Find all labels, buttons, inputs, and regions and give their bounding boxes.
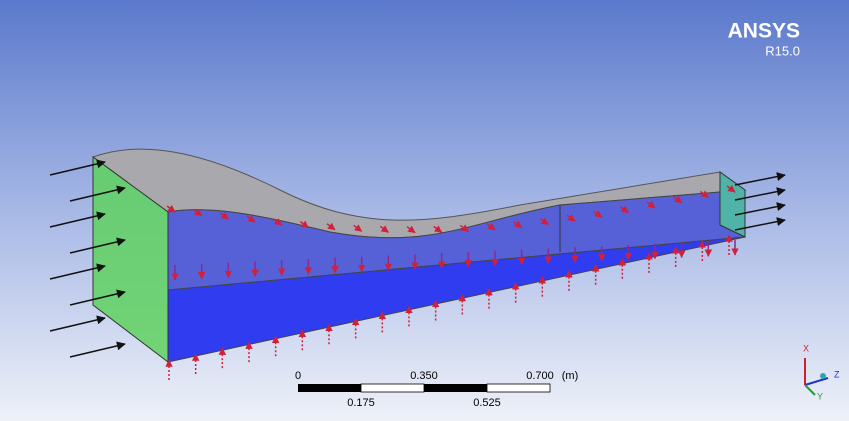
wall-marker — [246, 215, 256, 223]
wall-marker — [299, 220, 309, 229]
wall-marker — [459, 224, 469, 233]
outlet-arrow — [734, 172, 786, 186]
inlet-arrow — [69, 237, 126, 254]
wall-marker — [699, 190, 709, 199]
triad-ball — [820, 373, 826, 379]
scale-segment — [360, 383, 425, 393]
inlet-arrow — [49, 315, 106, 332]
scale-bar: 0 0.350 0.700 (m) 0.175 0.525 — [295, 370, 578, 409]
scale-segment — [298, 384, 361, 392]
wall-marker — [379, 225, 389, 233]
wall-marker — [593, 210, 603, 218]
boundary-arrows — [49, 159, 786, 380]
axis-triad: X Z Y — [803, 343, 840, 401]
scale-label: 0.525 — [473, 397, 501, 409]
inlet-arrow — [69, 289, 126, 306]
wall-marker — [726, 184, 736, 193]
inlet-arrow — [49, 263, 106, 280]
inlet-arrow — [49, 159, 106, 176]
wall-marker — [566, 214, 576, 222]
outlet-arrow — [734, 217, 786, 231]
scale-label: 0 — [295, 370, 301, 382]
logo-name: ANSYS — [728, 20, 800, 43]
wall-marker — [673, 195, 683, 204]
geometry — [91, 148, 747, 364]
scale-label: 0.350 — [410, 370, 438, 382]
inlet-arrow — [69, 185, 126, 202]
wall-marker — [619, 205, 629, 214]
triad-label: Z — [834, 369, 840, 379]
triad-z-axis — [804, 377, 829, 386]
triad-label: X — [803, 343, 809, 353]
wall-marker — [166, 204, 176, 213]
logo-version: R15.0 — [765, 43, 800, 58]
wall-marker — [433, 225, 443, 233]
wall-marker — [646, 200, 656, 209]
wall-marker — [326, 222, 336, 231]
wall-marker — [193, 208, 203, 217]
scale-unit: (m) — [562, 370, 579, 382]
scale-segment — [486, 383, 551, 393]
inlet-arrow — [49, 211, 106, 228]
wall-marker — [539, 217, 549, 226]
inlet-arrow — [69, 341, 126, 358]
scale-segment — [424, 384, 487, 392]
wall-marker — [486, 222, 496, 231]
wall-marker — [513, 220, 523, 229]
scale-label: 0.700 — [526, 370, 554, 382]
wall-marker — [353, 224, 363, 232]
triad-y-axis — [804, 384, 816, 396]
outlet-arrow — [734, 187, 786, 201]
wall-marker — [219, 211, 229, 220]
wall-marker — [406, 225, 416, 234]
triad-label: Y — [817, 391, 823, 401]
scale-label: 0.175 — [347, 397, 375, 409]
wall-marker — [273, 218, 283, 226]
outlet-arrow — [734, 202, 786, 216]
